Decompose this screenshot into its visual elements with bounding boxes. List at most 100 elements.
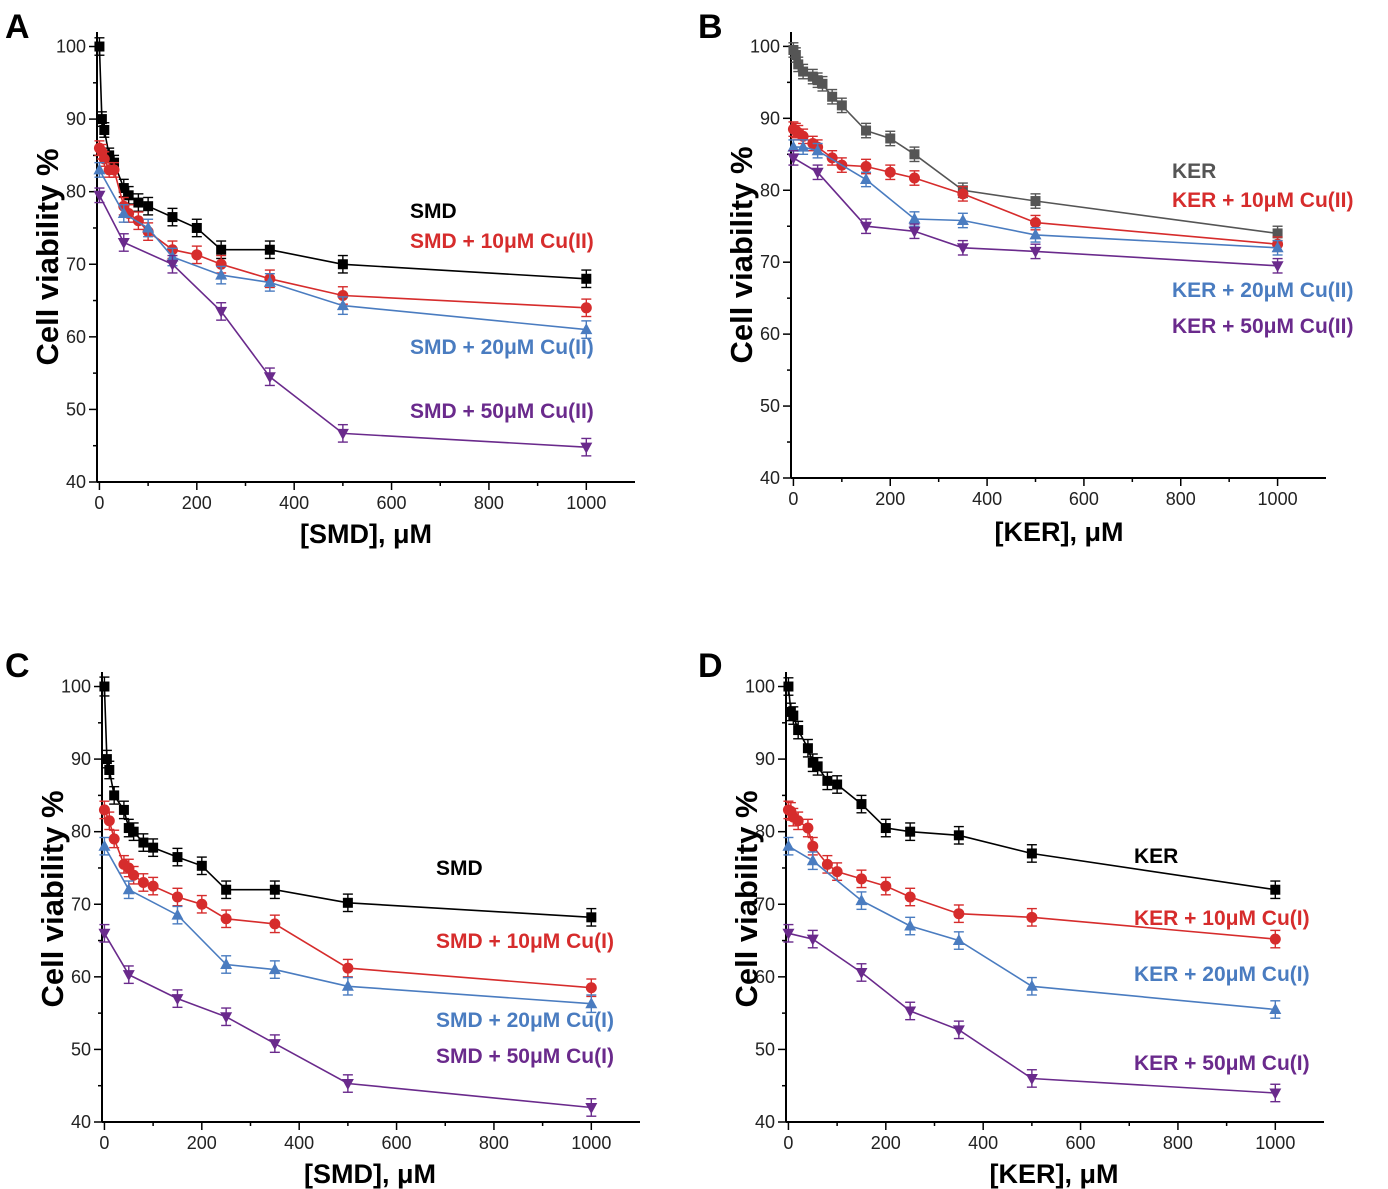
x-tick-label-a: 200: [182, 493, 212, 513]
legend-label-b-2: KER + 20μM Cu(II): [1172, 279, 1353, 302]
data-point: [128, 826, 139, 837]
data-point: [793, 725, 804, 736]
series-d-2: [782, 836, 1282, 1019]
data-point: [269, 918, 281, 930]
data-point: [171, 994, 184, 1006]
data-point: [792, 815, 804, 827]
data-point: [860, 172, 873, 184]
data-point: [905, 826, 916, 837]
data-point: [909, 149, 920, 160]
data-point: [341, 1079, 354, 1091]
x-tick-label-a: 0: [94, 493, 104, 513]
data-point: [904, 1006, 917, 1018]
y-tick-label-d: 60: [755, 967, 775, 987]
data-point: [811, 167, 824, 179]
data-point: [336, 428, 349, 440]
data-point: [96, 114, 107, 125]
data-point: [787, 153, 800, 165]
y-tick-label-d: 90: [755, 749, 775, 769]
legend-label-d-2: KER + 20μM Cu(I): [1134, 963, 1310, 986]
data-point: [117, 237, 130, 249]
data-point: [171, 908, 184, 920]
data-point: [196, 860, 207, 871]
series-line: [103, 686, 592, 919]
data-point: [832, 779, 843, 790]
data-point: [215, 306, 228, 318]
data-point: [1272, 228, 1283, 239]
data-point: [109, 790, 120, 801]
series-a-2: [93, 161, 593, 339]
data-point: [123, 190, 134, 201]
legend-label-c-3: SMD + 50μM Cu(I): [436, 1045, 614, 1068]
y-axis-title-b: Cell viability %: [724, 146, 759, 363]
y-tick-label-c: 50: [71, 1039, 91, 1059]
data-point: [167, 212, 178, 223]
data-point: [788, 710, 799, 721]
data-point: [263, 372, 276, 384]
data-point: [263, 275, 276, 287]
data-point: [147, 880, 159, 892]
y-tick-label-d: 40: [755, 1112, 775, 1132]
data-point: [585, 982, 597, 994]
x-tick-label-d: 600: [1066, 1133, 1096, 1153]
y-tick-label-a: 100: [56, 37, 86, 57]
x-tick-label-d: 200: [871, 1133, 901, 1153]
data-point: [98, 804, 110, 816]
y-tick-label-c: 40: [71, 1112, 91, 1132]
x-tick-label-d: 400: [968, 1133, 998, 1153]
legend-label-c-2: SMD + 20μM Cu(I): [436, 1009, 614, 1032]
data-point: [104, 764, 115, 775]
panel-c: C 0 200 400 600 800 1000 40 50 60 70 80 90 100 [SMD], …: [5, 647, 640, 1189]
y-axis-title-c: Cell viability %: [35, 790, 70, 1007]
data-point: [1269, 1003, 1282, 1014]
data-point: [952, 1025, 965, 1037]
data-point: [580, 442, 593, 454]
data-point: [118, 804, 129, 815]
data-point: [1271, 261, 1284, 273]
data-point: [904, 919, 917, 931]
data-point: [783, 681, 794, 692]
x-tick-label-c: 400: [284, 1133, 314, 1153]
data-point: [1030, 196, 1041, 207]
x-tick-label-c: 0: [99, 1133, 109, 1153]
data-point: [128, 869, 140, 881]
data-point: [269, 884, 280, 895]
data-point: [884, 166, 896, 178]
data-point: [827, 91, 838, 102]
data-point: [856, 799, 867, 810]
data-point: [821, 858, 833, 870]
data-point: [585, 997, 598, 1009]
y-tick-label-a: 50: [66, 399, 86, 419]
x-tick-label-a: 400: [279, 493, 309, 513]
data-point: [103, 815, 115, 827]
panel-label-b: B: [698, 8, 723, 46]
data-point: [104, 150, 115, 161]
data-point: [191, 222, 202, 233]
data-point: [831, 866, 843, 878]
legend-label-a-1: SMD + 10μM Cu(II): [410, 230, 594, 253]
data-point: [337, 259, 348, 270]
y-tick-label-b: 100: [750, 36, 780, 56]
data-point: [807, 840, 819, 852]
data-point: [822, 775, 833, 786]
data-point: [166, 259, 179, 271]
data-point: [581, 273, 592, 284]
panel-label-a: A: [5, 8, 30, 46]
y-tick-label-d: 50: [755, 1039, 775, 1059]
series-a-1: [93, 140, 592, 318]
y-tick-label-b: 40: [760, 468, 780, 488]
y-tick-label-b: 60: [760, 324, 780, 344]
x-axis-title-a: [SMD], μM: [300, 519, 432, 549]
x-tick-label-c: 1000: [571, 1133, 611, 1153]
legend-label-b-3: KER + 50μM Cu(II): [1172, 315, 1353, 338]
data-point: [342, 897, 353, 908]
data-point: [143, 201, 154, 212]
data-point: [268, 1039, 281, 1051]
series-b-2: [787, 139, 1284, 256]
legend-label-b-0: KER: [1172, 160, 1216, 183]
data-point: [908, 172, 920, 184]
data-point: [953, 830, 964, 841]
x-tick-label-d: 1000: [1255, 1133, 1295, 1153]
data-point: [137, 876, 149, 888]
